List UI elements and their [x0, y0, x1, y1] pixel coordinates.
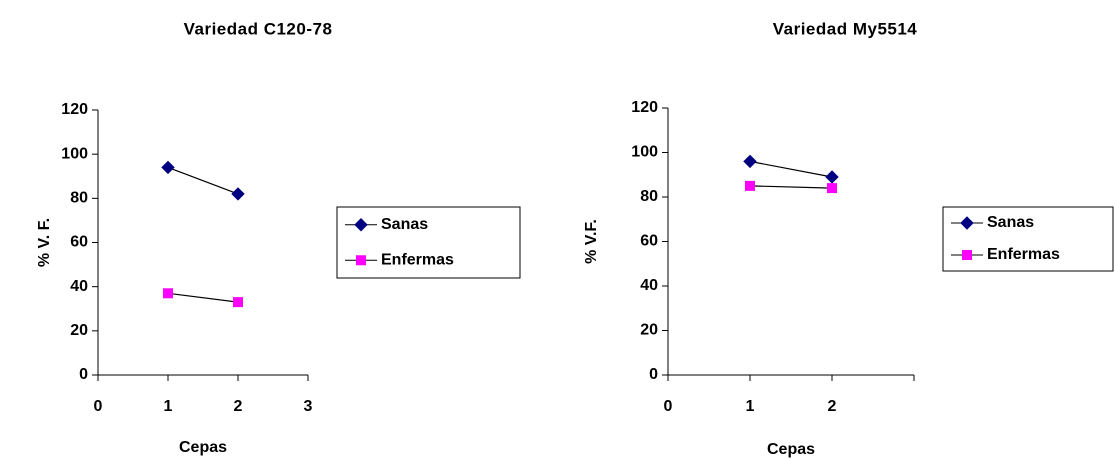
y-tick-label: 40 — [70, 278, 88, 295]
legend-label: Sanas — [381, 216, 428, 233]
x-axis-label: Cepas — [179, 439, 227, 456]
legend-label: Enfermas — [381, 251, 454, 268]
y-tick-label: 80 — [70, 190, 88, 207]
marker — [161, 160, 175, 175]
x-tick-label: 0 — [94, 398, 103, 415]
legend-label: Sanas — [987, 214, 1034, 231]
marker — [163, 288, 173, 299]
x-tick-label: 1 — [746, 398, 755, 415]
y-tick-label: 120 — [61, 101, 88, 118]
legend-label: Enfermas — [987, 246, 1060, 263]
y-tick-label: 120 — [631, 99, 658, 116]
legend-box — [336, 206, 521, 279]
x-tick-label: 2 — [828, 398, 837, 415]
x-tick-label: 1 — [164, 398, 173, 415]
marker — [825, 170, 839, 184]
chart-title: Variedad C120-78 — [184, 19, 333, 38]
y-axis-label: % V. F. — [36, 218, 53, 267]
legend-box — [942, 206, 1114, 272]
series-line — [749, 160, 833, 178]
marker — [233, 297, 243, 308]
y-tick-label: 80 — [640, 188, 658, 205]
y-tick-label: 20 — [70, 322, 88, 339]
series-line — [167, 166, 239, 195]
y-tick-label: 100 — [631, 144, 658, 161]
x-tick-label: 0 — [664, 398, 673, 415]
series-line — [749, 185, 833, 189]
marker — [231, 187, 245, 201]
marker — [960, 216, 974, 230]
x-tick-label: 3 — [304, 398, 313, 415]
marker — [354, 218, 368, 232]
x-axis-label: Cepas — [767, 441, 815, 458]
y-tick-label: 60 — [70, 234, 88, 251]
y-tick-label: 100 — [61, 145, 88, 162]
marker — [745, 180, 755, 191]
y-tick-label: 20 — [640, 322, 658, 339]
marker — [356, 255, 366, 266]
y-tick-label: 0 — [649, 366, 658, 383]
y-tick-label: 60 — [640, 233, 658, 250]
chart-title: Variedad My5514 — [773, 19, 918, 38]
marker — [743, 154, 757, 169]
marker — [827, 183, 837, 194]
y-tick-label: 0 — [79, 366, 88, 383]
y-axis-label: % V.F. — [583, 219, 600, 264]
series-line — [167, 292, 239, 303]
y-tick-label: 40 — [640, 277, 658, 294]
x-tick-label: 2 — [234, 398, 243, 415]
marker — [962, 250, 972, 260]
